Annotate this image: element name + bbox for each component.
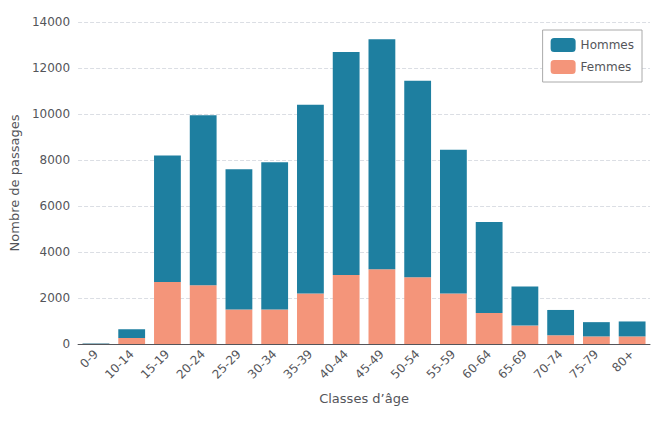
svg-text:50-54: 50-54: [388, 347, 423, 382]
svg-text:65-69: 65-69: [495, 347, 530, 382]
svg-text:Femmes: Femmes: [581, 60, 632, 74]
svg-text:30-34: 30-34: [245, 347, 280, 382]
svg-text:45-49: 45-49: [352, 347, 387, 382]
svg-text:75-79: 75-79: [567, 347, 602, 382]
svg-text:0-9: 0-9: [77, 347, 101, 371]
svg-text:8000: 8000: [40, 153, 71, 167]
svg-text:25-29: 25-29: [209, 347, 244, 382]
svg-text:20-24: 20-24: [174, 347, 209, 382]
svg-text:0: 0: [62, 337, 70, 351]
svg-text:40-44: 40-44: [317, 347, 352, 382]
svg-text:35-39: 35-39: [281, 347, 316, 382]
svg-text:10000: 10000: [32, 107, 70, 121]
svg-text:80+: 80+: [609, 347, 637, 375]
svg-text:70-74: 70-74: [531, 347, 566, 382]
svg-text:4000: 4000: [40, 245, 71, 259]
svg-text:Nombre de passages: Nombre de passages: [7, 114, 22, 251]
svg-text:10-14: 10-14: [102, 347, 137, 382]
svg-text:14000: 14000: [32, 15, 70, 29]
svg-text:2000: 2000: [40, 291, 71, 305]
svg-text:15-19: 15-19: [138, 347, 173, 382]
svg-text:Hommes: Hommes: [581, 38, 634, 52]
svg-text:Classes d’âge: Classes d’âge: [319, 391, 409, 406]
svg-text:55-59: 55-59: [424, 347, 459, 382]
svg-text:6000: 6000: [40, 199, 71, 213]
svg-text:60-64: 60-64: [460, 347, 495, 382]
svg-text:12000: 12000: [32, 61, 70, 75]
